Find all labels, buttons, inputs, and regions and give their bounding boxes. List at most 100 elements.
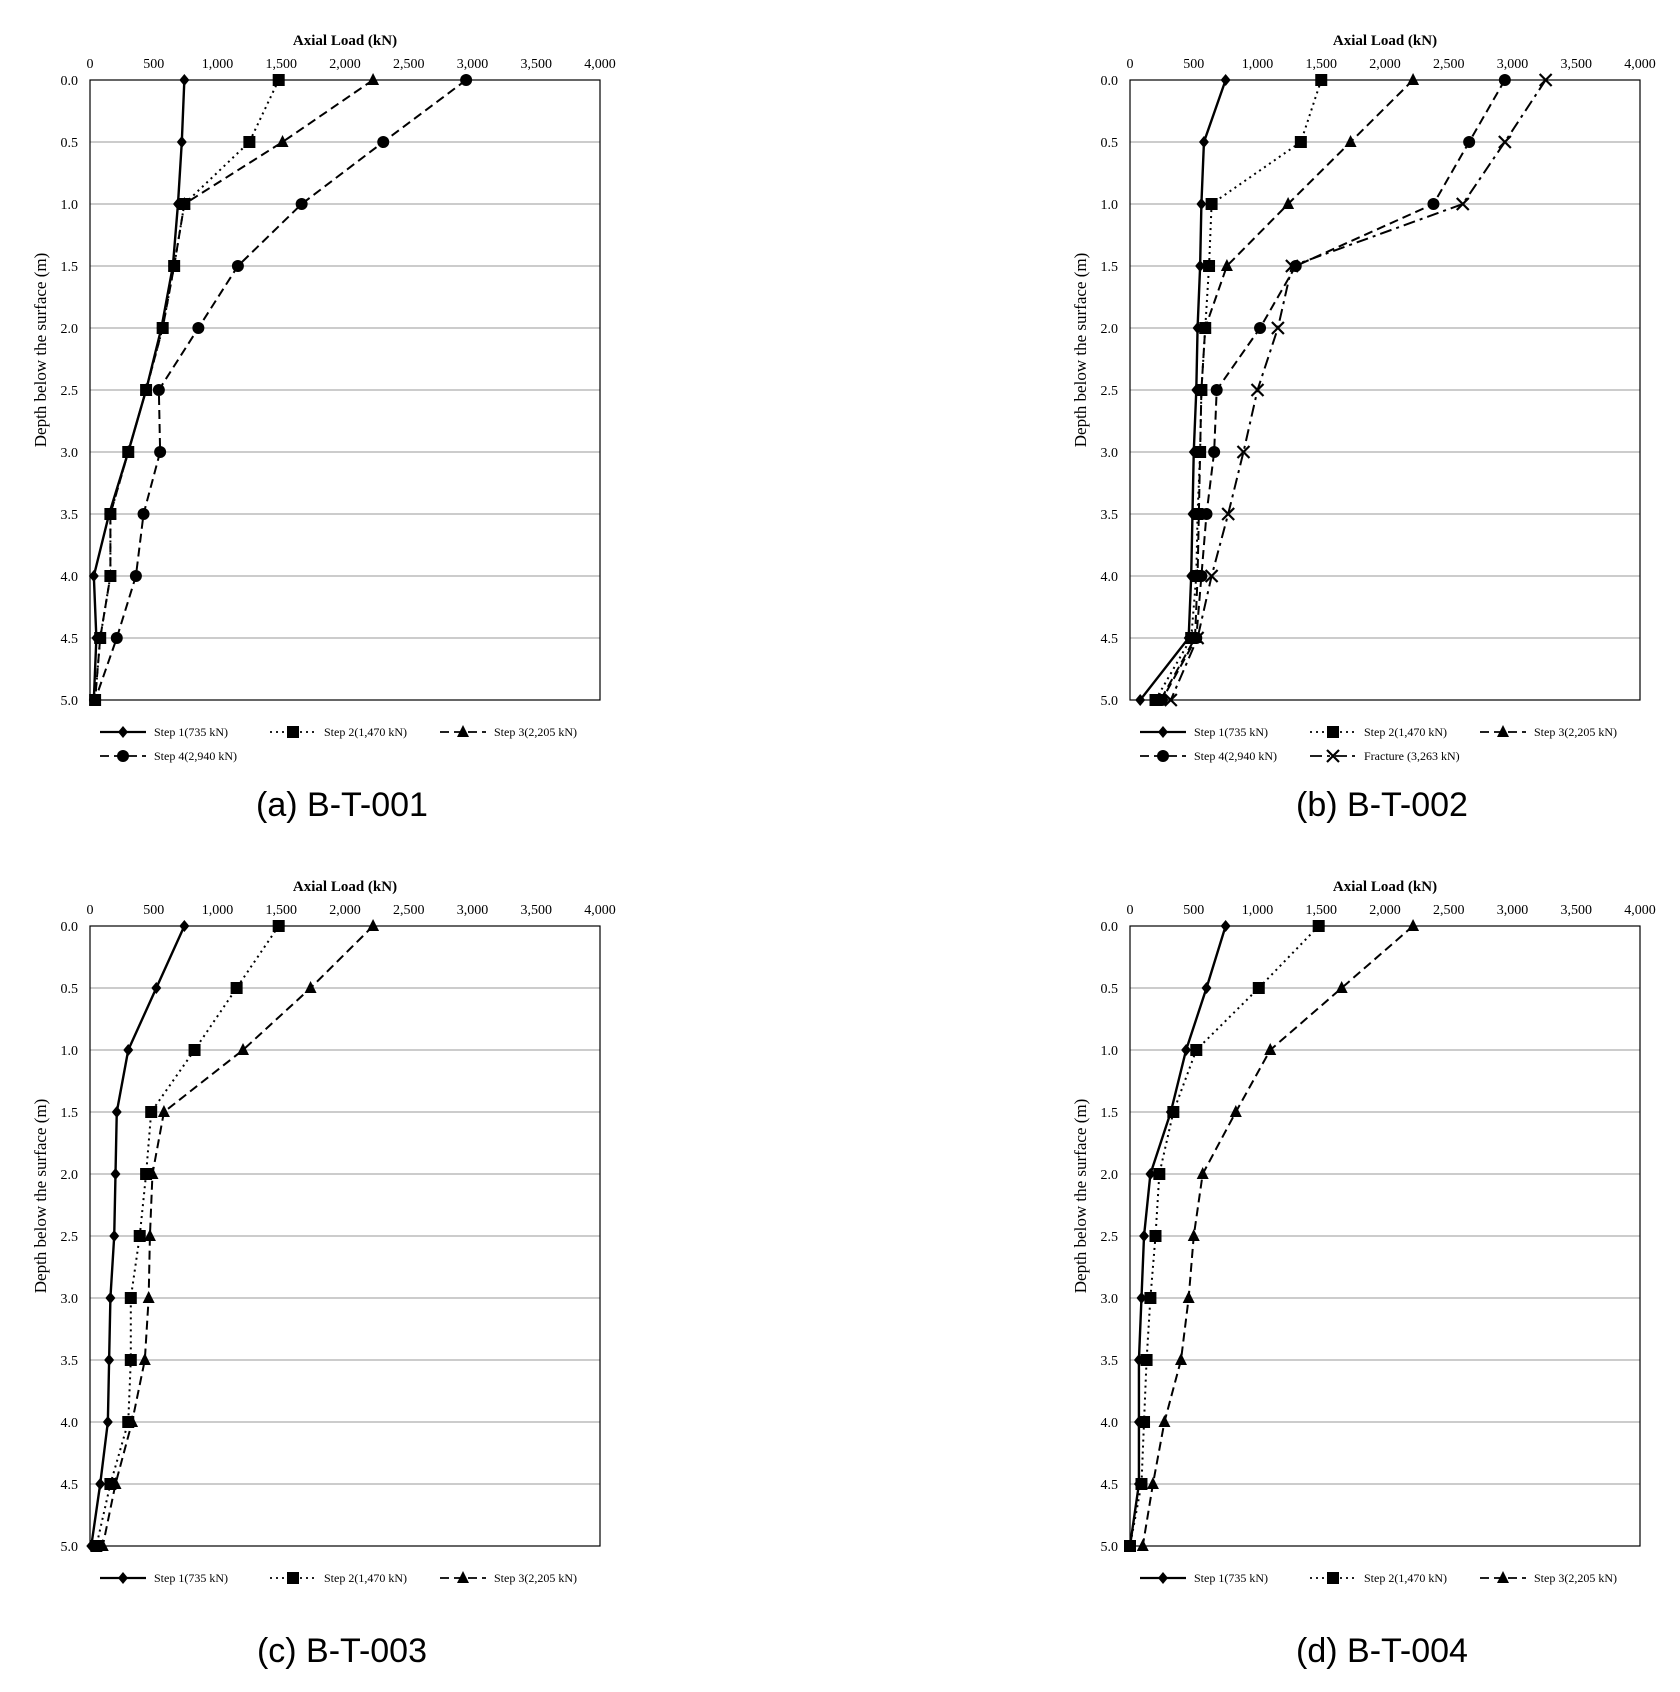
y-tick-label: 4.0: [1101, 570, 1119, 585]
series-3-point: [142, 1291, 155, 1303]
series-1-point: [1220, 920, 1231, 932]
series-2-point: [1190, 1044, 1203, 1056]
x-tick-label: 3,000: [1497, 57, 1529, 72]
series-3-line: [1159, 79, 1414, 701]
series-3-point: [143, 1229, 156, 1241]
y-axis-title: Depth below the surface (m): [31, 253, 50, 447]
series-1: [86, 920, 190, 1552]
series-2-point: [1135, 1478, 1148, 1490]
series-5-point: [1250, 383, 1265, 397]
series-3-point: [1158, 1415, 1171, 1427]
legend-label: Step 1(735 kN): [154, 725, 228, 739]
series-1-point: [151, 982, 162, 994]
series-1-point: [1198, 136, 1209, 148]
legend-label: Step 1(735 kN): [154, 1571, 228, 1585]
y-tick-label: 2.0: [61, 1168, 79, 1183]
series-2-point: [272, 920, 285, 932]
legend-marker: [117, 750, 129, 762]
series-3-point: [104, 569, 117, 581]
x-tick-label: 500: [1183, 57, 1204, 72]
series-3-point: [1182, 1291, 1195, 1303]
series-3-point: [1175, 1353, 1187, 1365]
y-tick-label: 4.5: [1101, 1478, 1119, 1493]
x-tick-label: 1,000: [202, 903, 234, 918]
legend-label: Step 3(2,205 kN): [1534, 1571, 1617, 1585]
series-2-point: [133, 1230, 146, 1242]
series-3-point: [157, 1105, 170, 1117]
legend-item-1: Step 1(735 kN): [1140, 725, 1268, 739]
plot-frame: [89, 79, 601, 701]
series-3-point: [109, 1477, 122, 1489]
x-tick-label: 4,000: [584, 903, 616, 918]
x-tick-label: 0: [1127, 57, 1134, 72]
series-3-point: [1220, 259, 1233, 271]
series-5-point: [1538, 73, 1553, 87]
series-3-point: [146, 1167, 159, 1179]
y-tick-label: 2.0: [1101, 322, 1119, 337]
series-3-point: [237, 1043, 249, 1055]
series-1-point: [88, 570, 99, 582]
series-3-point: [1195, 383, 1208, 395]
y-tick-label: 2.5: [1101, 384, 1119, 399]
series-3: [96, 919, 380, 1551]
series-3-line: [94, 79, 374, 701]
y-tick-label: 3.0: [61, 1292, 79, 1307]
legend-label: Step 1(735 kN): [1194, 725, 1268, 739]
series-1-point: [179, 74, 190, 86]
series-4-point: [460, 74, 473, 86]
x-axis-title: Axial Load (kN): [1333, 33, 1437, 49]
y-tick-label: 4.0: [1101, 1416, 1119, 1431]
series-1-point: [104, 1354, 115, 1366]
series-1: [1125, 920, 1231, 1552]
series-4-point: [231, 260, 244, 272]
series-5: [1164, 73, 1553, 707]
x-tick-label: 1,500: [266, 57, 298, 72]
series-4: [89, 74, 473, 706]
series-3-point: [1136, 1539, 1149, 1551]
x-tick-label: 500: [1183, 903, 1204, 918]
series-4-point: [137, 508, 150, 520]
x-tick-label: 4,000: [1624, 57, 1656, 72]
legend-label: Step 2(1,470 kN): [324, 725, 407, 739]
series-4: [1155, 74, 1511, 706]
series-1-point: [1220, 74, 1231, 86]
series-1-point: [1196, 198, 1207, 210]
series-3-point: [1407, 73, 1420, 85]
series-1-point: [105, 1292, 116, 1304]
series-3-point: [94, 631, 107, 643]
series-4-point: [1498, 74, 1511, 86]
chart-panel-c: Axial Load (kN) 0 500 1,000 1,500 2,000 2,500 3…: [0, 846, 640, 1621]
y-tick-label: 5.0: [61, 694, 79, 709]
legend-label: Step 4(2,940 kN): [1194, 749, 1277, 763]
x-tick-label: 2,500: [1433, 57, 1465, 72]
series-3-point: [1199, 321, 1212, 333]
series-2-point: [124, 1292, 137, 1304]
series-2-point: [272, 74, 285, 86]
series-3-point: [1146, 1477, 1159, 1489]
legend-label: Step 1(735 kN): [1194, 1571, 1268, 1585]
x-tick-label: 3,500: [521, 57, 553, 72]
series-3-point: [122, 445, 135, 457]
series-3-point: [1264, 1043, 1277, 1055]
x-tick-label: 1,000: [1242, 57, 1274, 72]
x-tick-label: 1,500: [266, 903, 298, 918]
y-tick-label: 1.0: [61, 198, 79, 213]
y-tick-label: 3.5: [1101, 508, 1119, 523]
chart-panel-b: Axial Load (kN) 0 500 1,000 1,500 2,000 2,500 3…: [1040, 0, 1680, 775]
legend-marker: [457, 725, 469, 737]
legend-item-3: Step 3(2,205 kN): [440, 1571, 577, 1585]
y-tick-label: 5.0: [1101, 694, 1119, 709]
y-tick-label: 3.0: [1101, 1292, 1119, 1307]
series-4-point: [377, 136, 390, 148]
series-4-point: [1463, 136, 1476, 148]
x-tick-label: 0: [87, 57, 94, 72]
series-3-point: [1196, 1167, 1209, 1179]
legend-marker: [1326, 749, 1340, 763]
series-3-point: [1229, 1105, 1242, 1117]
series-1-point: [1136, 1292, 1147, 1304]
series-4-point: [192, 322, 205, 334]
legend-marker: [118, 1572, 128, 1584]
series-3-point: [140, 383, 153, 395]
legend-marker: [287, 1572, 299, 1584]
x-tick-label: 3,500: [521, 903, 553, 918]
